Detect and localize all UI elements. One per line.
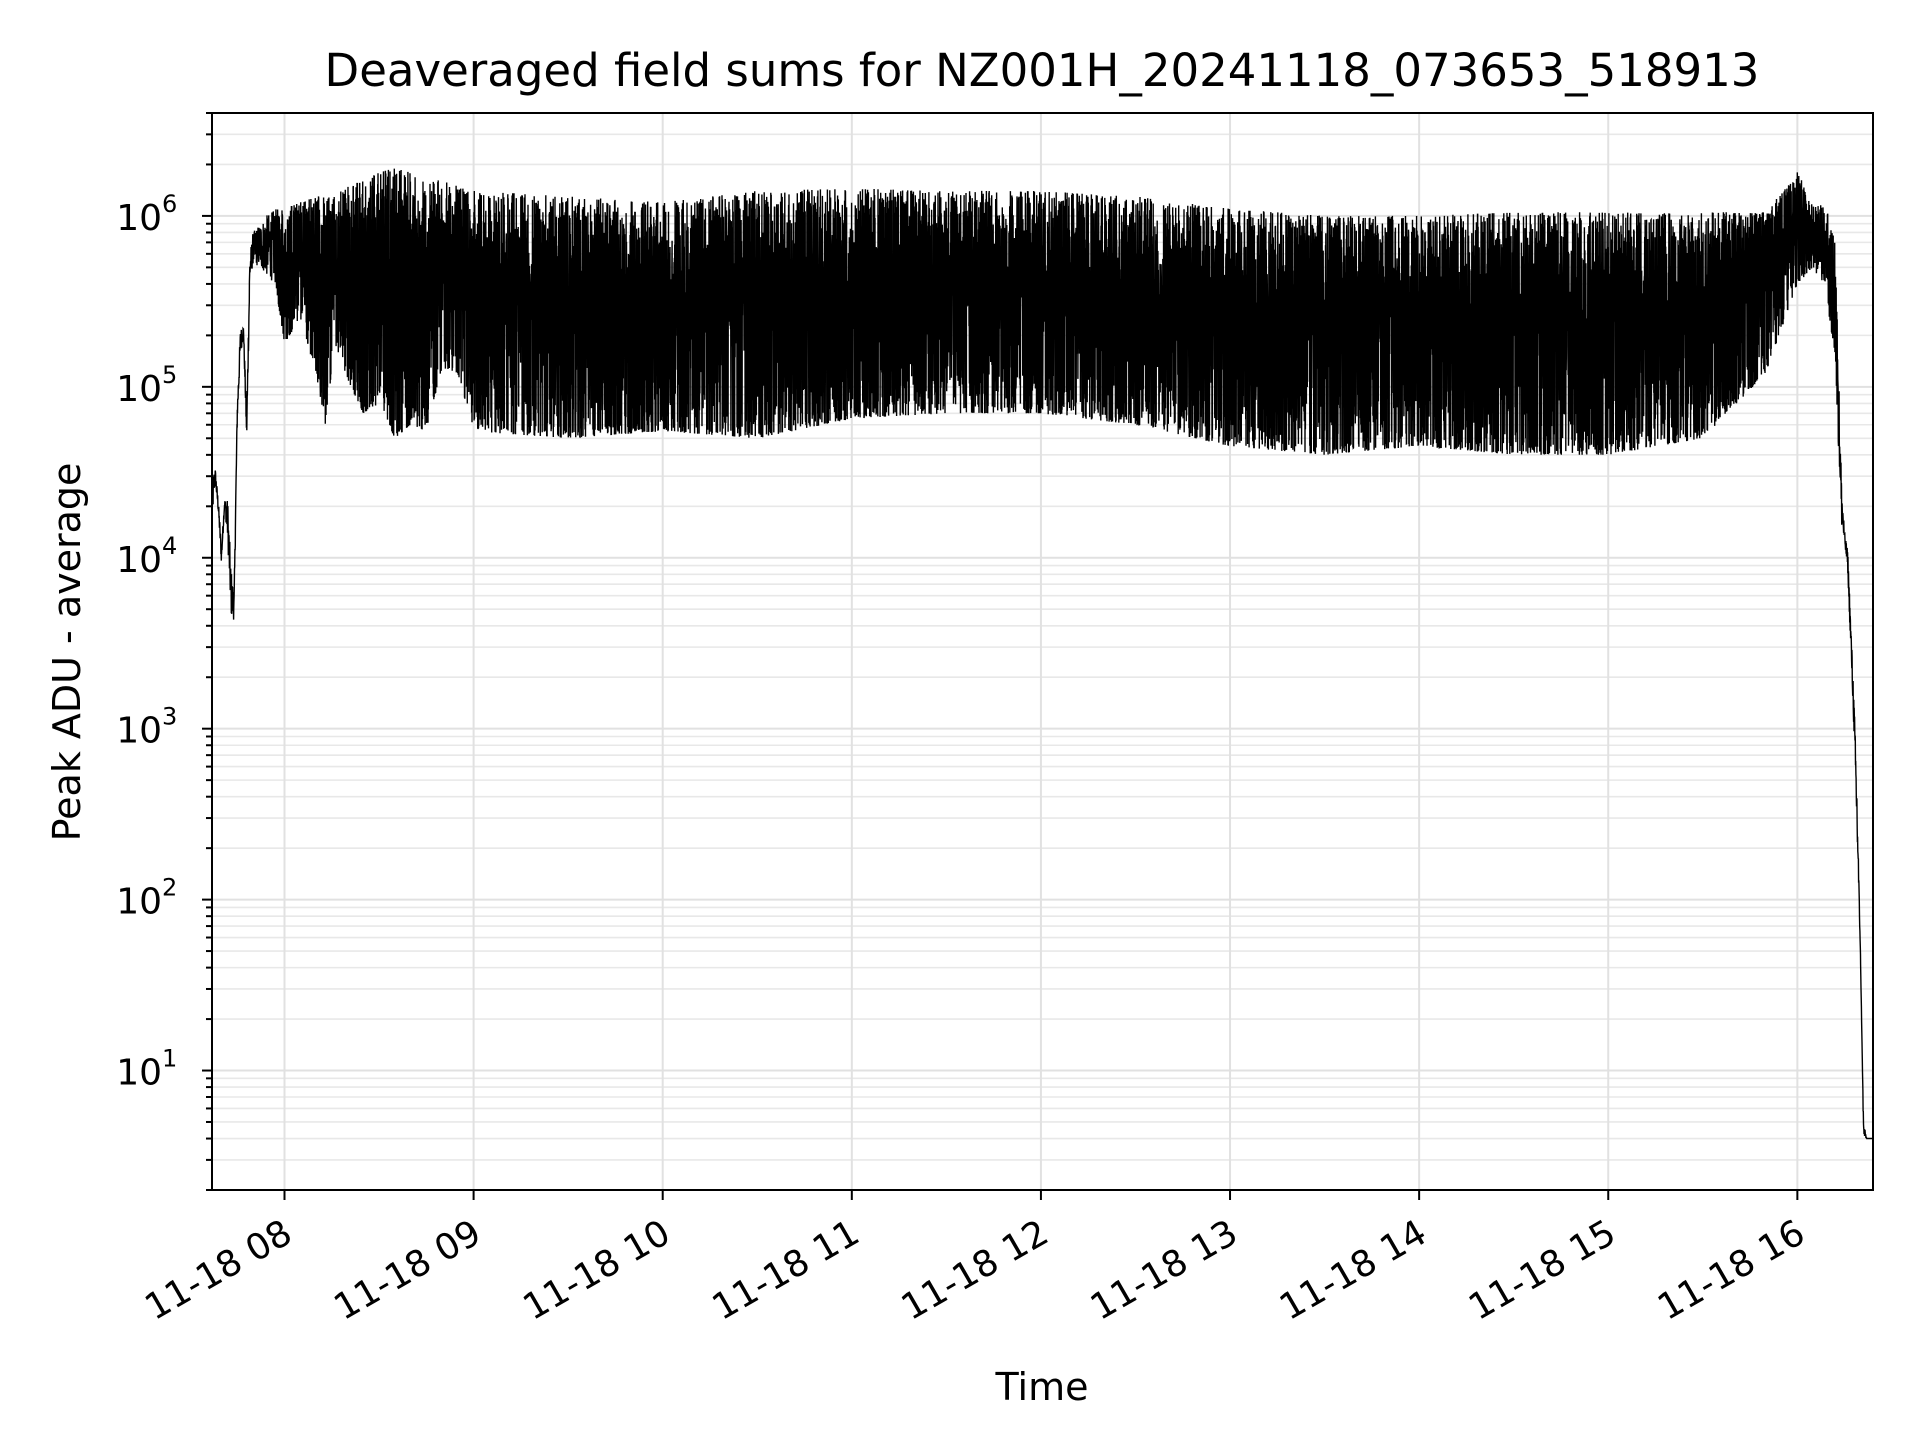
x-tick-label: 11-18 15: [1462, 1212, 1623, 1328]
series-line: [211, 168, 1873, 1140]
y-tick-label: 10: [116, 540, 162, 581]
y-tick-base: 10: [116, 198, 162, 239]
series-layer: [211, 168, 1873, 1140]
y-tick-label: 10: [116, 1053, 162, 1094]
y-tick-base: 10: [116, 882, 162, 923]
x-tick-label: 11-18 09: [327, 1212, 488, 1328]
x-tick-label: 11-18 13: [1084, 1212, 1245, 1328]
y-tick-exponent: 5: [162, 361, 177, 389]
x-tick-label: 11-18 14: [1273, 1212, 1434, 1328]
x-tick-label: 11-18 16: [1651, 1212, 1812, 1328]
y-tick-label: 10: [116, 882, 162, 923]
x-tick-label: 11-18 08: [138, 1212, 299, 1328]
y-tick-exponent: 1: [162, 1045, 177, 1073]
y-axis-label: Peak ADU - average: [45, 463, 89, 842]
y-tick-base: 10: [116, 540, 162, 581]
y-tick-label: 10: [116, 369, 162, 410]
x-tick-label: 11-18 10: [517, 1212, 678, 1328]
chart-title: Deaveraged field sums for NZ001H_2024111…: [325, 44, 1760, 97]
y-tick-exponent: 6: [162, 190, 177, 218]
x-axis-label: Time: [995, 1365, 1089, 1409]
y-tick-exponent: 4: [162, 532, 177, 560]
y-tick-base: 10: [116, 711, 162, 752]
y-tick-base: 10: [116, 369, 162, 410]
plot-frame: [211, 112, 1874, 1191]
x-axis: 11-18 08 11-18 09 11-18 10 11-18 11 11-18 12…: [138, 1190, 1812, 1329]
y-tick-exponent: 3: [162, 703, 177, 731]
y-tick-label: 10: [116, 711, 162, 752]
x-tick-label: 11-18 12: [895, 1212, 1056, 1328]
x-tick-label: 11-18 11: [706, 1212, 867, 1328]
y-tick-label: 10: [116, 198, 162, 239]
y-tick-exponent: 2: [162, 874, 177, 902]
y-tick-base: 10: [116, 1053, 162, 1094]
